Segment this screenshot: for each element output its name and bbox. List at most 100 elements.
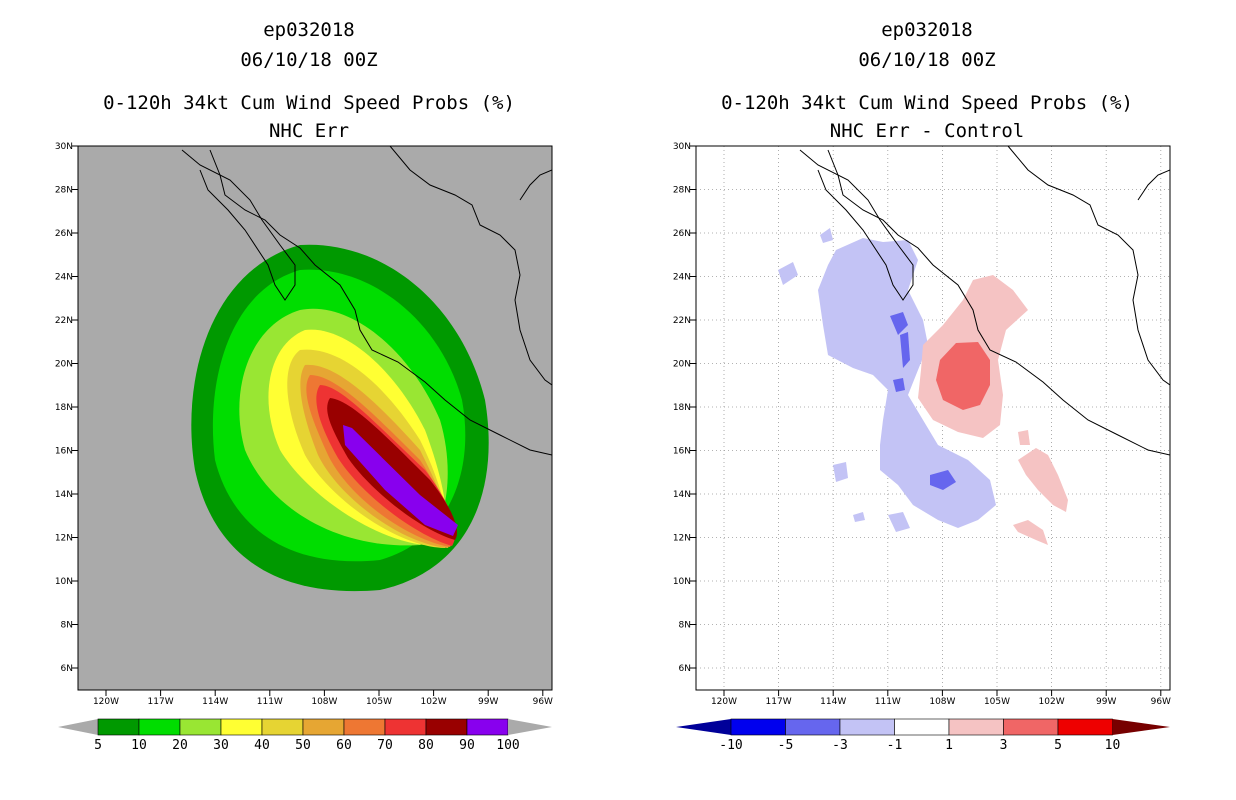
colorbar-swatch bbox=[785, 718, 841, 736]
colorbar-label: 5 bbox=[94, 738, 102, 753]
subtitle: NHC Err bbox=[268, 120, 350, 142]
colorbar-end-high bbox=[508, 719, 552, 735]
colorbar-label: 20 bbox=[172, 738, 188, 753]
colorbar-label: 1 bbox=[945, 738, 953, 753]
lat-label: 30N bbox=[673, 142, 691, 152]
lat-label: 28N bbox=[673, 186, 691, 196]
colorbar-swatch bbox=[466, 718, 509, 736]
colorbar-swatch bbox=[302, 718, 345, 736]
lat-label: 12N bbox=[55, 534, 73, 544]
colorbar-label: 10 bbox=[131, 738, 147, 753]
colorbar-swatch bbox=[384, 718, 427, 736]
lat-label: 14N bbox=[673, 490, 691, 500]
lon-label: 111W bbox=[875, 697, 901, 707]
lat-label: 24N bbox=[673, 273, 691, 283]
product-title: 0-120h 34kt Cum Wind Speed Probs (%) bbox=[721, 92, 1133, 114]
colorbar-swatch bbox=[948, 718, 1004, 736]
lon-label: 111W bbox=[257, 697, 283, 707]
map-frame bbox=[695, 145, 1171, 691]
lat-label: 14N bbox=[55, 490, 73, 500]
colorbar-end-high bbox=[1112, 719, 1170, 735]
lat-label: 18N bbox=[55, 403, 73, 413]
lat-label: 22N bbox=[55, 316, 73, 326]
colorbar-label: -10 bbox=[719, 738, 742, 753]
colorbar-swatch bbox=[1003, 718, 1059, 736]
product-title: 0-120h 34kt Cum Wind Speed Probs (%) bbox=[103, 92, 515, 114]
lon-label: 114W bbox=[820, 697, 846, 707]
lat-label: 22N bbox=[673, 316, 691, 326]
colorbar-end-low bbox=[676, 719, 731, 735]
lat-label: 20N bbox=[673, 360, 691, 370]
left-panel: ep032018 06/10/18 00Z 0-120h 34kt Cum Wi… bbox=[55, 19, 553, 753]
lat-label: 6N bbox=[61, 664, 73, 674]
colorbar-label: 70 bbox=[377, 738, 393, 753]
right-panel: ep032018 06/10/18 00Z 0-120h 34kt Cum Wi… bbox=[618, 0, 1236, 800]
lon-label: 108W bbox=[311, 697, 337, 707]
lat-label: 8N bbox=[61, 621, 73, 631]
longitude-labels: 120W 117W 114W 111W 108W 105W 102W 99W 96W bbox=[711, 690, 1171, 707]
colorbar-swatch bbox=[1057, 718, 1113, 736]
difference-contours bbox=[778, 228, 1068, 545]
lon-label: 117W bbox=[148, 697, 174, 707]
lon-label: 102W bbox=[421, 697, 447, 707]
colorbar-swatch bbox=[894, 718, 950, 736]
colorbar-label: 60 bbox=[336, 738, 352, 753]
colorbar-label: 40 bbox=[254, 738, 270, 753]
lat-label: 12N bbox=[673, 534, 691, 544]
colorbar-label: -1 bbox=[887, 738, 903, 753]
lon-label: 105W bbox=[984, 697, 1010, 707]
storm-id: ep032018 bbox=[881, 19, 973, 41]
probability-map: 30N 28N 26N 24N 22N 20N 18N 16N 14N 12N 10N 8N 6N 12… bbox=[55, 142, 553, 707]
lat-label: 6N bbox=[679, 664, 691, 674]
lon-label: 96W bbox=[1151, 697, 1171, 707]
coastlines bbox=[181, 146, 552, 456]
subtitle: NHC Err - Control bbox=[829, 120, 1025, 142]
lon-label: 99W bbox=[478, 697, 498, 707]
storm-id: ep032018 bbox=[263, 19, 355, 41]
coastlines bbox=[799, 146, 1170, 456]
lon-label: 120W bbox=[711, 697, 737, 707]
colorbar-swatch bbox=[138, 718, 181, 736]
datetime: 06/10/18 00Z bbox=[240, 49, 378, 71]
map-frame bbox=[77, 145, 553, 691]
colorbar-label: -5 bbox=[778, 738, 794, 753]
lon-label: 120W bbox=[93, 697, 119, 707]
colorbar-swatch bbox=[425, 718, 468, 736]
datetime: 06/10/18 00Z bbox=[858, 49, 996, 71]
colorbar-swatch bbox=[730, 718, 786, 736]
longitude-labels: 120W 117W 114W 111W 108W 105W 102W 99W 96W bbox=[93, 690, 553, 707]
lat-label: 10N bbox=[673, 577, 691, 587]
lat-label: 26N bbox=[55, 229, 73, 239]
lon-label: 102W bbox=[1039, 697, 1065, 707]
colorbar-swatch bbox=[179, 718, 222, 736]
lon-label: 96W bbox=[533, 697, 553, 707]
probability-contours bbox=[191, 244, 489, 592]
colorbar-swatch bbox=[839, 718, 895, 736]
lat-label: 8N bbox=[679, 621, 691, 631]
lat-label: 16N bbox=[55, 447, 73, 457]
colorbar-label: 10 bbox=[1105, 738, 1121, 753]
lat-label: 18N bbox=[673, 403, 691, 413]
lat-label: 20N bbox=[55, 360, 73, 370]
difference-map: 30N 28N 26N 24N 22N 20N 18N 16N 14N 12N 10N 8N 6N 12… bbox=[673, 142, 1171, 707]
lat-label: 16N bbox=[673, 447, 691, 457]
colorbar: -10 -5 -3 -1 1 3 5 10 bbox=[676, 718, 1170, 753]
lat-label: 30N bbox=[55, 142, 73, 152]
lat-label: 28N bbox=[55, 186, 73, 196]
lon-label: 105W bbox=[366, 697, 392, 707]
lat-label: 24N bbox=[55, 273, 73, 283]
latitude-labels: 30N 28N 26N 24N 22N 20N 18N 16N 14N 12N 10N 8N 6N bbox=[673, 142, 696, 674]
colorbar-label: 100 bbox=[496, 738, 519, 753]
colorbar-end-low bbox=[58, 719, 98, 735]
colorbar-label: 50 bbox=[295, 738, 311, 753]
lon-label: 114W bbox=[202, 697, 228, 707]
colorbar-swatch bbox=[220, 718, 263, 736]
latitude-labels: 30N 28N 26N 24N 22N 20N 18N 16N 14N 12N 10N 8N 6N bbox=[55, 142, 78, 674]
colorbar: 5 10 20 30 40 50 60 70 80 90 100 bbox=[58, 718, 552, 753]
colorbar-label: 80 bbox=[418, 738, 434, 753]
colorbar-label: 3 bbox=[1000, 738, 1008, 753]
lat-label: 26N bbox=[673, 229, 691, 239]
lat-label: 10N bbox=[55, 577, 73, 587]
colorbar-label: 5 bbox=[1054, 738, 1062, 753]
lon-label: 108W bbox=[929, 697, 955, 707]
